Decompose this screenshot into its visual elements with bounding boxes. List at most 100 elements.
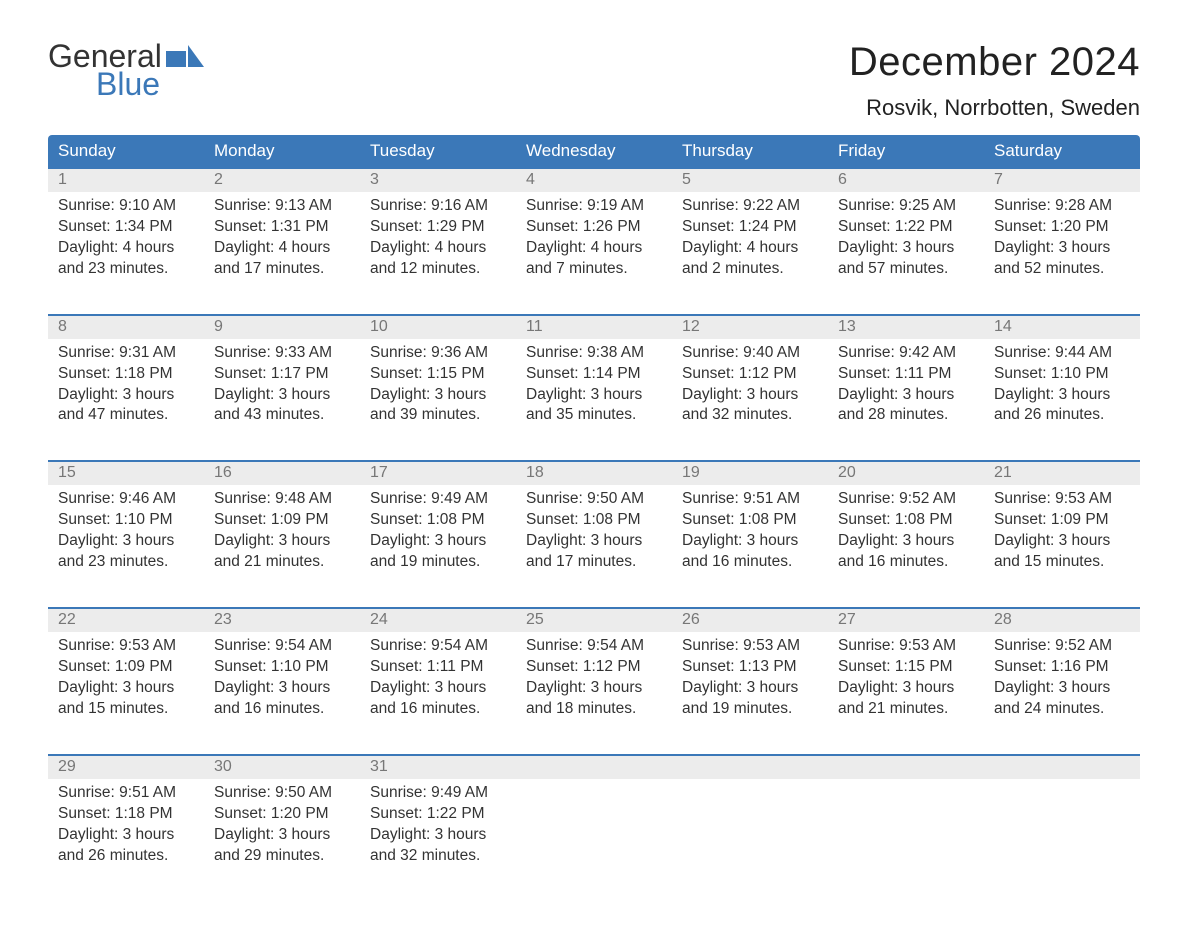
- sunset-line: Sunset: 1:11 PM: [370, 657, 506, 678]
- day-number: 31: [360, 756, 516, 779]
- day-number: [828, 756, 984, 779]
- day-number: 15: [48, 462, 204, 485]
- logo: General Blue: [48, 40, 204, 100]
- day-cell: Sunrise: 9:16 AMSunset: 1:29 PMDaylight:…: [360, 192, 516, 286]
- daynum-row: 22232425262728: [48, 607, 1140, 632]
- sunrise-line: Sunrise: 9:53 AM: [58, 636, 194, 657]
- sunset-line: Sunset: 1:34 PM: [58, 217, 194, 238]
- sunset-line: Sunset: 1:08 PM: [838, 510, 974, 531]
- week-row: 22232425262728Sunrise: 9:53 AMSunset: 1:…: [48, 607, 1140, 726]
- day-cell: Sunrise: 9:13 AMSunset: 1:31 PMDaylight:…: [204, 192, 360, 286]
- sunrise-line: Sunrise: 9:53 AM: [682, 636, 818, 657]
- daylight-line2: and 7 minutes.: [526, 259, 662, 280]
- daylight-line1: Daylight: 4 hours: [58, 238, 194, 259]
- day-cell: Sunrise: 9:49 AMSunset: 1:22 PMDaylight:…: [360, 779, 516, 873]
- day-number: 9: [204, 316, 360, 339]
- daylight-line2: and 57 minutes.: [838, 259, 974, 280]
- day-number: 12: [672, 316, 828, 339]
- daylight-line2: and 23 minutes.: [58, 552, 194, 573]
- day-cell: [984, 779, 1140, 873]
- daylight-line1: Daylight: 3 hours: [994, 238, 1130, 259]
- sunset-line: Sunset: 1:09 PM: [214, 510, 350, 531]
- daynum-row: 891011121314: [48, 314, 1140, 339]
- daylight-line1: Daylight: 3 hours: [682, 385, 818, 406]
- daylight-line2: and 18 minutes.: [526, 699, 662, 720]
- day-number: 5: [672, 169, 828, 192]
- daylight-line2: and 24 minutes.: [994, 699, 1130, 720]
- daylight-line1: Daylight: 3 hours: [370, 825, 506, 846]
- sunrise-line: Sunrise: 9:54 AM: [214, 636, 350, 657]
- day-number: [672, 756, 828, 779]
- daylight-line1: Daylight: 4 hours: [370, 238, 506, 259]
- daylight-line2: and 12 minutes.: [370, 259, 506, 280]
- daylight-line1: Daylight: 3 hours: [370, 531, 506, 552]
- calendar: SundayMondayTuesdayWednesdayThursdayFrid…: [48, 135, 1140, 872]
- daylight-line2: and 35 minutes.: [526, 405, 662, 426]
- sunset-line: Sunset: 1:15 PM: [838, 657, 974, 678]
- title-block: December 2024 Rosvik, Norrbotten, Sweden: [849, 40, 1140, 121]
- daylight-line2: and 19 minutes.: [370, 552, 506, 573]
- daylight-line2: and 23 minutes.: [58, 259, 194, 280]
- week-row: 1234567Sunrise: 9:10 AMSunset: 1:34 PMDa…: [48, 169, 1140, 286]
- sunset-line: Sunset: 1:16 PM: [994, 657, 1130, 678]
- weekday-monday: Monday: [204, 135, 360, 169]
- daylight-line2: and 32 minutes.: [370, 846, 506, 867]
- sunrise-line: Sunrise: 9:48 AM: [214, 489, 350, 510]
- daylight-line2: and 39 minutes.: [370, 405, 506, 426]
- sunrise-line: Sunrise: 9:19 AM: [526, 196, 662, 217]
- day-number: 10: [360, 316, 516, 339]
- day-number: 6: [828, 169, 984, 192]
- sunset-line: Sunset: 1:31 PM: [214, 217, 350, 238]
- weekday-tuesday: Tuesday: [360, 135, 516, 169]
- day-cell: Sunrise: 9:40 AMSunset: 1:12 PMDaylight:…: [672, 339, 828, 433]
- weekday-thursday: Thursday: [672, 135, 828, 169]
- sunset-line: Sunset: 1:08 PM: [682, 510, 818, 531]
- day-cell: Sunrise: 9:31 AMSunset: 1:18 PMDaylight:…: [48, 339, 204, 433]
- daylight-line1: Daylight: 3 hours: [994, 385, 1130, 406]
- day-number: 8: [48, 316, 204, 339]
- day-number: 25: [516, 609, 672, 632]
- daylight-line2: and 2 minutes.: [682, 259, 818, 280]
- day-content-row: Sunrise: 9:31 AMSunset: 1:18 PMDaylight:…: [48, 339, 1140, 433]
- day-number: 13: [828, 316, 984, 339]
- daylight-line2: and 16 minutes.: [682, 552, 818, 573]
- day-number: 14: [984, 316, 1140, 339]
- day-number: 23: [204, 609, 360, 632]
- day-number: 19: [672, 462, 828, 485]
- daylight-line1: Daylight: 3 hours: [58, 825, 194, 846]
- day-number: 17: [360, 462, 516, 485]
- day-number: 7: [984, 169, 1140, 192]
- day-cell: Sunrise: 9:46 AMSunset: 1:10 PMDaylight:…: [48, 485, 204, 579]
- day-cell: Sunrise: 9:53 AMSunset: 1:13 PMDaylight:…: [672, 632, 828, 726]
- daylight-line2: and 15 minutes.: [58, 699, 194, 720]
- sunrise-line: Sunrise: 9:33 AM: [214, 343, 350, 364]
- day-number: 4: [516, 169, 672, 192]
- sunset-line: Sunset: 1:24 PM: [682, 217, 818, 238]
- sunrise-line: Sunrise: 9:40 AM: [682, 343, 818, 364]
- day-number: 30: [204, 756, 360, 779]
- sunrise-line: Sunrise: 9:22 AM: [682, 196, 818, 217]
- day-content-row: Sunrise: 9:51 AMSunset: 1:18 PMDaylight:…: [48, 779, 1140, 873]
- daylight-line1: Daylight: 3 hours: [526, 531, 662, 552]
- sunrise-line: Sunrise: 9:31 AM: [58, 343, 194, 364]
- day-content-row: Sunrise: 9:53 AMSunset: 1:09 PMDaylight:…: [48, 632, 1140, 726]
- day-cell: Sunrise: 9:28 AMSunset: 1:20 PMDaylight:…: [984, 192, 1140, 286]
- sunrise-line: Sunrise: 9:49 AM: [370, 783, 506, 804]
- sunrise-line: Sunrise: 9:25 AM: [838, 196, 974, 217]
- daylight-line2: and 47 minutes.: [58, 405, 194, 426]
- sunset-line: Sunset: 1:29 PM: [370, 217, 506, 238]
- day-cell: Sunrise: 9:51 AMSunset: 1:18 PMDaylight:…: [48, 779, 204, 873]
- day-cell: Sunrise: 9:50 AMSunset: 1:20 PMDaylight:…: [204, 779, 360, 873]
- day-number: 22: [48, 609, 204, 632]
- location-text: Rosvik, Norrbotten, Sweden: [849, 95, 1140, 121]
- month-title: December 2024: [849, 40, 1140, 85]
- sunset-line: Sunset: 1:15 PM: [370, 364, 506, 385]
- sunrise-line: Sunrise: 9:52 AM: [994, 636, 1130, 657]
- day-number: [984, 756, 1140, 779]
- day-number: 24: [360, 609, 516, 632]
- daylight-line1: Daylight: 3 hours: [214, 678, 350, 699]
- daylight-line2: and 28 minutes.: [838, 405, 974, 426]
- daylight-line2: and 21 minutes.: [838, 699, 974, 720]
- sunrise-line: Sunrise: 9:36 AM: [370, 343, 506, 364]
- daylight-line1: Daylight: 4 hours: [526, 238, 662, 259]
